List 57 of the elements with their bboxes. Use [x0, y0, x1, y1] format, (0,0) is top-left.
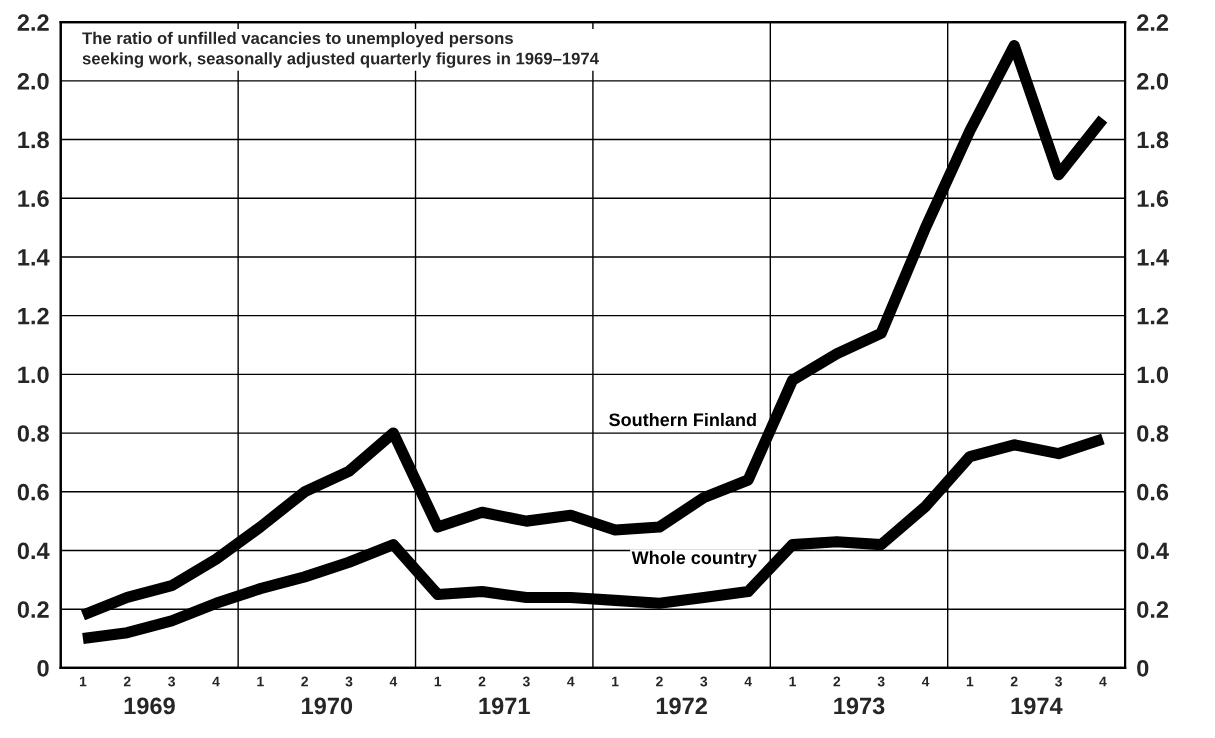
- x-tick-label: 2: [833, 676, 841, 687]
- y2-tick-label: 2.0: [1137, 72, 1169, 90]
- x-tick-label: 1: [79, 676, 87, 687]
- y-tick-label: 1.6: [18, 190, 49, 208]
- y-tick-label: 1.0: [18, 366, 49, 384]
- x-tick-label: 1: [434, 676, 442, 687]
- x-tick-label: 2: [1010, 676, 1018, 687]
- y2-tick-label: 1.0: [1137, 366, 1169, 384]
- y-tick-label: 2.2: [17, 14, 49, 31]
- text: 1972: [656, 697, 707, 715]
- y-tick-label: 1.2: [18, 307, 49, 325]
- y-tick-label: 2.0: [17, 72, 49, 90]
- x-tick-label: 4: [389, 676, 398, 687]
- x-tick-label: 2: [656, 676, 663, 687]
- y2-tick-label: 0.6: [1137, 483, 1169, 501]
- x-tick-label: 4: [744, 676, 752, 687]
- x-tick-label: 3: [1055, 676, 1062, 687]
- series-label: Southern Finland: [609, 412, 756, 427]
- y-tick-label: 0.6: [17, 483, 49, 501]
- y-tick-label: 1.8: [18, 131, 49, 149]
- text: 1969: [124, 697, 175, 715]
- y2-tick-label: 2.2: [1137, 14, 1169, 31]
- x-tick-label: 2: [301, 676, 308, 687]
- y2-tick-label: 1.8: [1137, 131, 1169, 149]
- text: The ratio of unfilled vacancies to unemployed persons seeking work, seasonally adjusted quarterly figures in 1969–1974: [82, 31, 599, 68]
- y2-tick-label: 1.2: [1137, 307, 1169, 325]
- y-tick-label: 0.4: [17, 542, 50, 560]
- text: 1973: [834, 697, 885, 715]
- y-tick-label: 0: [37, 659, 49, 677]
- y-tick-label: 0.2: [17, 601, 49, 618]
- x-tick-label: 1: [789, 676, 796, 687]
- text: 1974: [1011, 697, 1063, 715]
- y2-tick-label: 0.2: [1137, 601, 1169, 618]
- x-tick-label: 1: [612, 676, 619, 687]
- x-tick-label: 2: [123, 676, 131, 687]
- x-tick-label: 3: [522, 676, 530, 687]
- x-tick-label: 1: [257, 676, 264, 687]
- text: 1971: [479, 697, 530, 715]
- series-label: Whole country: [631, 550, 757, 568]
- y-tick-label: 1.4: [18, 249, 50, 266]
- x-tick-label: 1: [966, 676, 974, 687]
- y-tick-label: 0.8: [17, 425, 49, 442]
- x-tick-label: 3: [345, 676, 353, 687]
- y2-tick-label: 0.8: [1137, 425, 1169, 442]
- y2-tick-label: 1.4: [1137, 249, 1169, 266]
- x-tick-label: 2: [478, 676, 486, 687]
- y2-tick-label: 0: [1137, 659, 1149, 677]
- x-tick-label: 3: [168, 676, 175, 687]
- x-tick-label: 4: [921, 676, 930, 687]
- y2-tick-label: 1.6: [1137, 190, 1169, 208]
- x-tick-label: 4: [212, 676, 220, 687]
- x-tick-label: 4: [1099, 676, 1107, 687]
- y2-tick-label: 0.4: [1137, 542, 1169, 560]
- x-tick-label: 3: [877, 676, 885, 687]
- text: 1970: [302, 697, 353, 715]
- x-tick-label: 4: [567, 676, 575, 687]
- x-tick-label: 3: [700, 676, 708, 687]
